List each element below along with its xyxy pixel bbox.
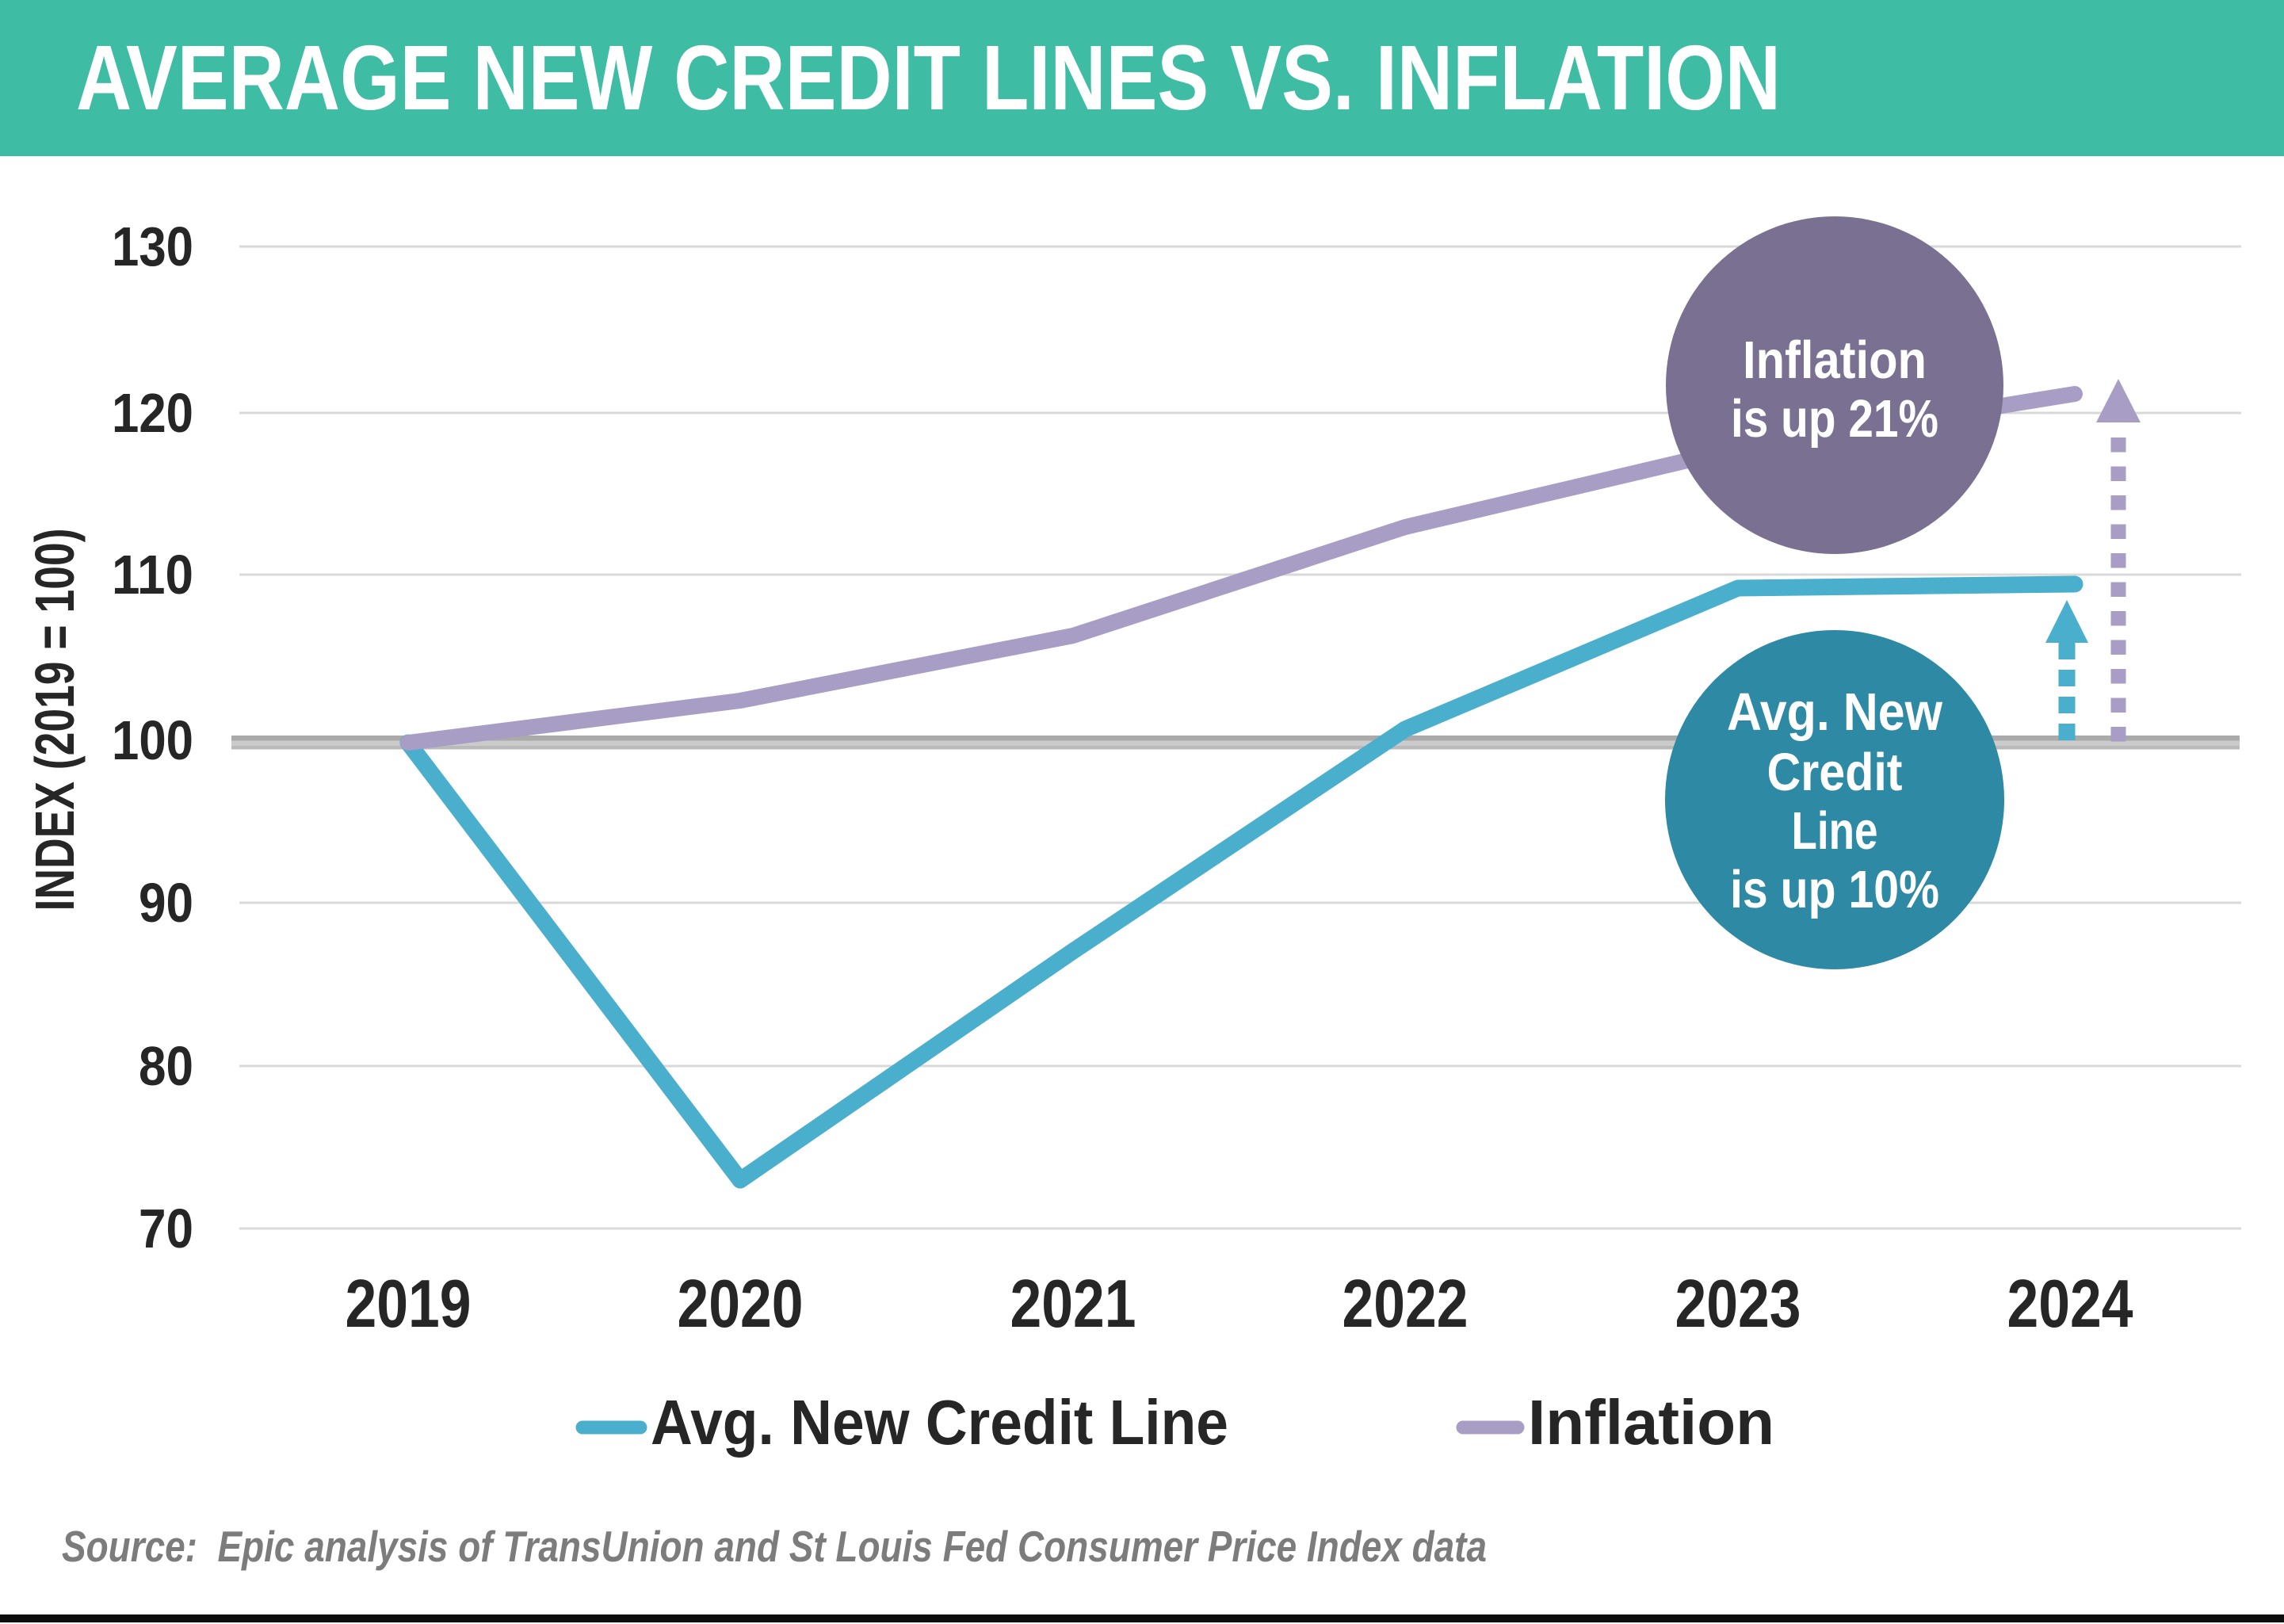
svg-text:Source: Epic analysis of Tran: Source: Epic analysis of TransUnion and … <box>62 1522 1487 1571</box>
svg-text:120: 120 <box>112 382 193 444</box>
svg-text:is up 21%: is up 21% <box>1731 389 1938 449</box>
svg-text:is up 10%: is up 10% <box>1730 860 1939 919</box>
svg-text:100: 100 <box>112 709 193 771</box>
svg-text:Credit: Credit <box>1767 743 1903 802</box>
svg-text:90: 90 <box>139 872 193 934</box>
svg-text:2020: 2020 <box>678 1267 804 1342</box>
svg-text:Inflation: Inflation <box>1528 1387 1774 1458</box>
svg-text:70: 70 <box>139 1198 193 1259</box>
svg-text:Inflation: Inflation <box>1743 331 1927 390</box>
svg-text:2024: 2024 <box>2007 1267 2133 1342</box>
svg-text:2021: 2021 <box>1010 1267 1136 1342</box>
svg-text:Avg. New: Avg. New <box>1727 682 1943 742</box>
svg-text:110: 110 <box>112 544 193 606</box>
svg-text:2022: 2022 <box>1343 1267 1469 1342</box>
svg-text:130: 130 <box>112 216 193 277</box>
svg-text:2023: 2023 <box>1675 1267 1801 1342</box>
svg-text:80: 80 <box>139 1035 193 1097</box>
svg-text:INDEX (2019 = 100): INDEX (2019 = 100) <box>24 529 86 911</box>
svg-text:Avg. New Credit Line: Avg. New Credit Line <box>651 1387 1228 1458</box>
svg-text:AVERAGE NEW CREDIT LINES VS. I: AVERAGE NEW CREDIT LINES VS. INFLATION <box>76 26 1781 129</box>
svg-text:2019: 2019 <box>346 1267 472 1342</box>
svg-text:Line: Line <box>1792 801 1878 861</box>
